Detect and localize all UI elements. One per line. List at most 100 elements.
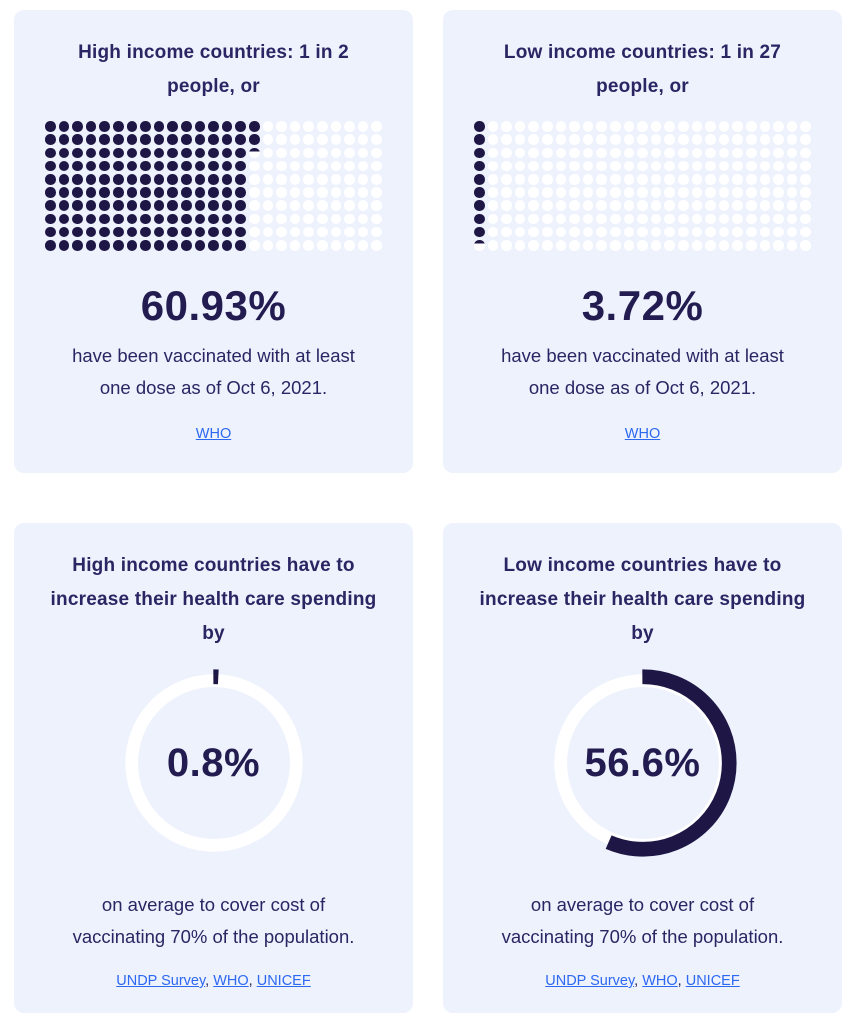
waffle-dot	[731, 186, 745, 199]
waffle-dot	[84, 239, 98, 252]
source-links: WHO	[196, 426, 231, 442]
waffle-dot	[370, 146, 384, 159]
waffle-dot	[180, 239, 194, 252]
waffle-dot	[636, 212, 650, 225]
waffle-dot	[500, 160, 514, 173]
waffle-dot	[112, 120, 126, 133]
waffle-dot	[125, 186, 139, 199]
waffle-dot	[744, 146, 758, 159]
waffle-dot	[473, 160, 487, 173]
waffle-dot	[609, 133, 623, 146]
waffle-dot	[772, 199, 786, 212]
waffle-dot	[541, 133, 555, 146]
waffle-dot	[261, 239, 275, 252]
waffle-dot	[315, 199, 329, 212]
waffle-dot	[649, 120, 663, 133]
waffle-dot	[207, 120, 221, 133]
source-link-who[interactable]: WHO	[642, 973, 678, 989]
waffle-dot	[139, 120, 153, 133]
waffle-dot	[302, 212, 316, 225]
waffle-dot	[649, 226, 663, 239]
waffle-dot	[649, 199, 663, 212]
waffle-dot	[152, 226, 166, 239]
waffle-dot	[207, 199, 221, 212]
waffle-dot	[744, 199, 758, 212]
waffle-dot	[500, 226, 514, 239]
waffle-dot	[57, 146, 71, 159]
waffle-dot	[513, 186, 527, 199]
waffle-dot	[731, 160, 745, 173]
waffle-dot	[568, 239, 582, 252]
waffle-dot	[636, 186, 650, 199]
waffle-dot	[44, 239, 58, 252]
source-link-who[interactable]: WHO	[624, 425, 661, 442]
waffle-dot	[356, 199, 370, 212]
waffle-dot	[329, 146, 343, 159]
waffle-dot	[513, 212, 527, 225]
waffle-dot	[288, 173, 302, 186]
waffle-dot	[112, 239, 126, 252]
waffle-dot	[139, 199, 153, 212]
waffle-dot	[486, 146, 500, 159]
source-link-undp-survey[interactable]: UNDP Survey	[545, 973, 635, 989]
waffle-dot	[139, 186, 153, 199]
source-link-undp-survey[interactable]: UNDP Survey	[116, 973, 206, 989]
waffle-dot	[690, 186, 704, 199]
source-link-who[interactable]: WHO	[213, 973, 249, 989]
donut-chart-low-income: 56.6%	[545, 665, 741, 861]
source-links: UNDP Survey, WHO, UNICEF	[116, 973, 310, 989]
waffle-dot	[234, 160, 248, 173]
waffle-dot	[541, 120, 555, 133]
waffle-dot	[568, 212, 582, 225]
donut-svg	[548, 669, 737, 857]
waffle-dot	[370, 186, 384, 199]
waffle-dot	[622, 199, 636, 212]
waffle-dot	[247, 199, 261, 212]
waffle-dot	[799, 173, 813, 186]
waffle-dot	[288, 146, 302, 159]
waffle-dot	[731, 133, 745, 146]
waffle-dot	[71, 239, 85, 252]
waffle-dot	[609, 239, 623, 252]
source-link-unicef[interactable]: UNICEF	[685, 973, 740, 989]
waffle-dot	[247, 173, 261, 186]
source-link-who[interactable]: WHO	[195, 425, 232, 442]
waffle-dot	[166, 239, 180, 252]
waffle-dot	[288, 239, 302, 252]
waffle-dot	[595, 212, 609, 225]
waffle-dot	[704, 239, 718, 252]
waffle-dot	[315, 133, 329, 146]
waffle-dot	[744, 120, 758, 133]
waffle-dot	[288, 120, 302, 133]
waffle-dot	[473, 239, 487, 252]
waffle-dot	[180, 186, 194, 199]
waffle-dot	[636, 120, 650, 133]
waffle-dot	[112, 160, 126, 173]
waffle-dot	[704, 226, 718, 239]
waffle-dot	[527, 120, 541, 133]
waffle-dot	[139, 226, 153, 239]
waffle-dot	[275, 186, 289, 199]
title-line: increase their health care spending	[479, 589, 806, 610]
waffle-dot	[731, 226, 745, 239]
waffle-dot	[44, 212, 58, 225]
title-line: by	[202, 623, 225, 644]
waffle-dot	[57, 226, 71, 239]
waffle-dot	[473, 199, 487, 212]
waffle-dot	[622, 120, 636, 133]
waffle-dot	[207, 226, 221, 239]
waffle-dot	[554, 186, 568, 199]
waffle-dot	[744, 173, 758, 186]
waffle-dot	[275, 133, 289, 146]
waffle-dot	[247, 120, 261, 133]
title-line: increase their health care spending	[50, 589, 377, 610]
waffle-dot	[356, 239, 370, 252]
waffle-dot	[758, 186, 772, 199]
waffle-dot	[799, 146, 813, 159]
waffle-dot	[139, 212, 153, 225]
waffle-dot	[785, 120, 799, 133]
waffle-dot	[315, 146, 329, 159]
waffle-dot	[636, 146, 650, 159]
waffle-dot	[636, 160, 650, 173]
source-link-unicef[interactable]: UNICEF	[256, 973, 311, 989]
